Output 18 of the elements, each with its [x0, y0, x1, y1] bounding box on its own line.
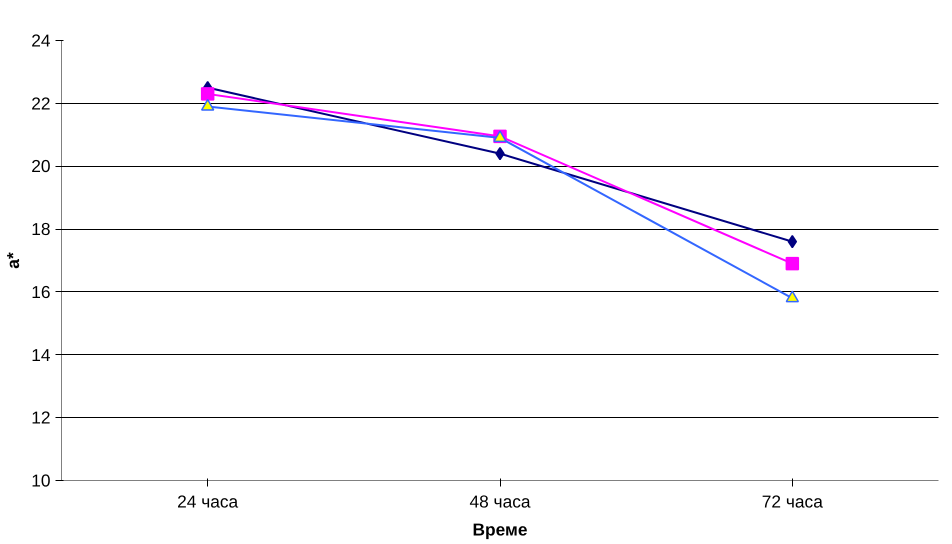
y-tick-label: 20 [31, 156, 51, 176]
y-tick-label: 10 [31, 470, 51, 490]
point [786, 290, 800, 302]
y-tick-label: 22 [31, 93, 51, 114]
y-tick-label: 12 [31, 408, 51, 428]
y-axis-title: a* [3, 252, 24, 269]
y-tick-label: 18 [31, 219, 51, 240]
x-tick-label: 24 часа [177, 492, 239, 512]
point [788, 234, 798, 248]
x-axis-title: Време [472, 520, 528, 540]
point [495, 146, 505, 160]
y-tick-label: 16 [31, 282, 51, 302]
point [200, 87, 214, 101]
y-tick-label: 14 [31, 344, 51, 365]
x-tick-label: 72 часа [762, 492, 824, 512]
point [786, 256, 800, 270]
x-tick-label: 48 часа [469, 492, 531, 512]
y-tick-label: 24 [31, 30, 51, 50]
